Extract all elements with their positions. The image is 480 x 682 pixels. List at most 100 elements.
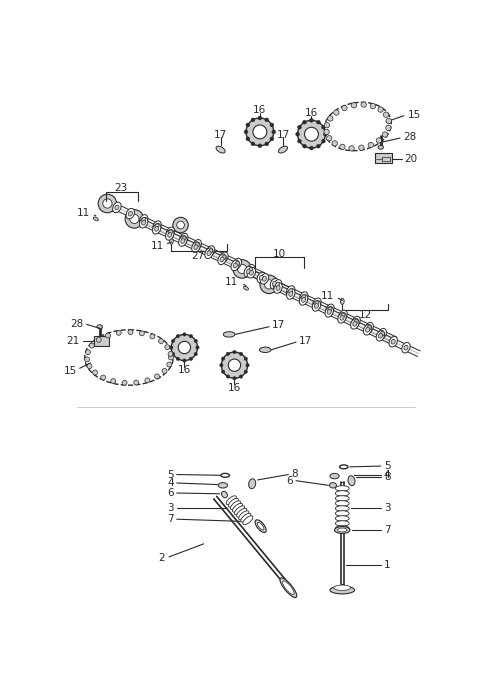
Circle shape xyxy=(111,379,116,383)
Ellipse shape xyxy=(231,260,240,271)
Text: 6: 6 xyxy=(287,476,293,486)
Circle shape xyxy=(258,116,262,120)
Ellipse shape xyxy=(115,205,119,210)
Bar xyxy=(94,336,109,346)
Ellipse shape xyxy=(274,283,282,293)
Text: 11: 11 xyxy=(76,208,90,218)
Circle shape xyxy=(302,145,306,148)
Text: 28: 28 xyxy=(70,318,84,329)
Circle shape xyxy=(140,331,144,336)
Circle shape xyxy=(173,218,188,233)
Ellipse shape xyxy=(166,230,174,240)
Ellipse shape xyxy=(380,331,384,336)
Ellipse shape xyxy=(337,528,347,532)
Ellipse shape xyxy=(205,248,213,258)
Circle shape xyxy=(272,130,276,134)
Ellipse shape xyxy=(336,516,349,521)
Ellipse shape xyxy=(142,218,146,222)
Ellipse shape xyxy=(235,506,245,515)
Circle shape xyxy=(304,128,318,141)
Ellipse shape xyxy=(330,587,355,594)
Circle shape xyxy=(265,118,269,122)
Ellipse shape xyxy=(247,267,255,278)
Ellipse shape xyxy=(222,255,226,260)
Circle shape xyxy=(221,352,248,379)
Ellipse shape xyxy=(153,224,161,234)
Text: 28: 28 xyxy=(403,132,416,143)
Ellipse shape xyxy=(181,239,185,243)
Circle shape xyxy=(169,346,173,349)
Circle shape xyxy=(334,110,339,115)
Circle shape xyxy=(260,275,278,293)
Circle shape xyxy=(96,338,101,342)
Ellipse shape xyxy=(243,286,249,290)
Ellipse shape xyxy=(278,146,288,153)
Ellipse shape xyxy=(241,514,251,522)
Ellipse shape xyxy=(220,257,224,262)
Text: 17: 17 xyxy=(299,336,312,346)
Circle shape xyxy=(322,139,325,143)
Ellipse shape xyxy=(289,292,293,297)
Circle shape xyxy=(194,339,197,342)
Circle shape xyxy=(298,139,301,143)
Circle shape xyxy=(244,370,248,374)
Circle shape xyxy=(324,132,327,136)
Circle shape xyxy=(233,376,236,380)
Ellipse shape xyxy=(350,318,359,329)
Circle shape xyxy=(220,364,223,367)
Ellipse shape xyxy=(336,496,349,501)
Ellipse shape xyxy=(257,522,264,530)
Circle shape xyxy=(98,194,117,213)
Circle shape xyxy=(196,346,199,349)
Text: 5: 5 xyxy=(167,469,174,479)
Ellipse shape xyxy=(255,520,266,533)
Ellipse shape xyxy=(263,276,266,281)
Ellipse shape xyxy=(367,325,371,330)
Ellipse shape xyxy=(300,292,308,302)
Ellipse shape xyxy=(376,331,384,341)
Ellipse shape xyxy=(276,286,280,291)
Text: 7: 7 xyxy=(167,514,174,524)
Circle shape xyxy=(189,357,192,361)
Circle shape xyxy=(310,146,313,150)
Ellipse shape xyxy=(352,316,360,327)
Ellipse shape xyxy=(378,329,386,339)
Text: 16: 16 xyxy=(253,105,266,115)
Ellipse shape xyxy=(169,238,173,244)
Circle shape xyxy=(324,130,329,134)
Circle shape xyxy=(226,375,229,379)
Ellipse shape xyxy=(335,527,350,533)
Ellipse shape xyxy=(354,319,358,324)
Circle shape xyxy=(351,102,357,108)
Circle shape xyxy=(238,265,247,273)
Text: 8: 8 xyxy=(384,472,390,482)
Ellipse shape xyxy=(207,251,211,256)
Ellipse shape xyxy=(192,242,200,252)
Ellipse shape xyxy=(260,347,271,353)
Circle shape xyxy=(246,118,274,146)
Circle shape xyxy=(246,137,250,140)
Ellipse shape xyxy=(218,483,228,488)
Text: 17: 17 xyxy=(276,130,289,140)
Circle shape xyxy=(168,355,173,360)
Ellipse shape xyxy=(232,503,242,512)
Text: 21: 21 xyxy=(66,336,80,346)
Text: 12: 12 xyxy=(359,310,372,320)
Ellipse shape xyxy=(195,243,199,248)
Ellipse shape xyxy=(216,146,225,153)
Text: 7: 7 xyxy=(384,525,390,535)
Text: 11: 11 xyxy=(150,241,164,251)
Circle shape xyxy=(122,381,127,385)
Text: 4: 4 xyxy=(167,478,174,488)
Circle shape xyxy=(125,209,144,228)
Circle shape xyxy=(296,132,300,136)
Ellipse shape xyxy=(327,310,331,314)
Circle shape xyxy=(145,378,150,383)
Ellipse shape xyxy=(287,286,295,296)
Circle shape xyxy=(328,116,333,121)
Circle shape xyxy=(178,341,191,354)
Ellipse shape xyxy=(366,327,370,332)
Circle shape xyxy=(171,334,197,361)
Circle shape xyxy=(302,120,306,124)
Circle shape xyxy=(310,119,313,122)
